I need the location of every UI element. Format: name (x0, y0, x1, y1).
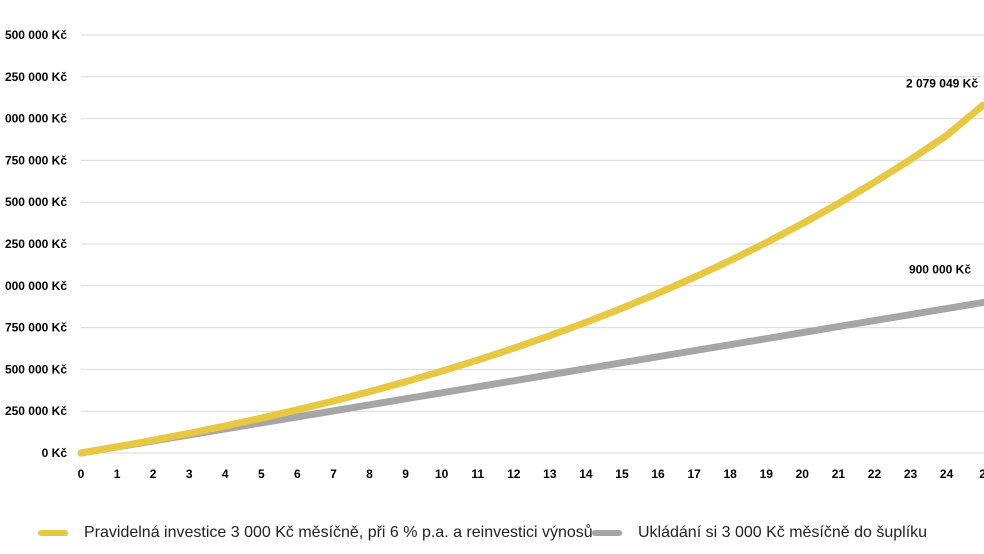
x-axis-tick-labels: 0 1 2 3 4 5 6 7 8 9 10 11 12 13 14 15 16 17 18 19 20 21 22 23 24… (78, 467, 984, 481)
y-tick-label: 750 000 Kč (5, 153, 67, 167)
end-data-label-investment: 2 079 049 Kč (906, 76, 978, 90)
x-tick-label: 9 (402, 467, 409, 481)
x-tick-label: 12 (507, 467, 521, 481)
x-tick-label: 14 (579, 467, 593, 481)
y-tick-label: 250 000 Kč (5, 70, 67, 84)
x-tick-label: 19 (760, 467, 774, 481)
x-tick-label: 24 (940, 467, 954, 481)
legend-swatch-savings (592, 530, 622, 536)
y-tick-label: 000 000 Kč (5, 112, 67, 126)
y-axis-tick-labels: 0 Kč 250 000 Kč 500 000 Kč 750 000 Kč 000 00… (5, 28, 67, 460)
x-tick-label: 6 (294, 467, 301, 481)
x-tick-label: 7 (330, 467, 337, 481)
legend-item-savings[interactable]: Ukládání si 3 000 Kč měsíčně do šuplíku (592, 518, 927, 548)
y-tick-label: 500 000 Kč (5, 195, 67, 209)
y-tick-label: 250 000 Kč (5, 404, 67, 418)
y-tick-label: 750 000 Kč (5, 321, 67, 335)
y-tick-label: 500 000 Kč (5, 28, 67, 42)
x-tick-label: 22 (868, 467, 882, 481)
x-tick-label: 11 (471, 467, 484, 481)
x-tick-label: 16 (651, 467, 665, 481)
x-tick-label: 17 (687, 467, 701, 481)
x-tick-label: 5 (258, 467, 265, 481)
x-tick-label: 13 (543, 467, 557, 481)
legend-swatch-investment (38, 530, 68, 536)
legend-item-investment[interactable]: Pravidelná investice 3 000 Kč měsíčně, p… (38, 518, 593, 548)
y-tick-label: 0 Kč (42, 446, 68, 460)
x-tick-label: 8 (366, 467, 373, 481)
x-tick-label: 2 (150, 467, 157, 481)
y-tick-label: 500 000 Kč (5, 362, 67, 376)
x-tick-label: 3 (186, 467, 193, 481)
x-tick-label: 20 (796, 467, 810, 481)
legend: Pravidelná investice 3 000 Kč měsíčně, p… (0, 518, 984, 548)
end-data-label-savings: 900 000 Kč (909, 263, 971, 277)
data-labels: 2 079 049 Kč 900 000 Kč (906, 76, 978, 276)
y-tick-label: 250 000 Kč (5, 237, 67, 251)
grid-lines (81, 34, 984, 454)
x-tick-label: 2 (979, 467, 984, 481)
legend-label-savings: Ukládání si 3 000 Kč měsíčně do šuplíku (638, 524, 928, 541)
x-tick-label: 4 (222, 467, 229, 481)
x-tick-label: 0 (78, 467, 85, 481)
x-tick-label: 23 (904, 467, 918, 481)
series-line-investment (77, 101, 984, 457)
x-tick-label: 18 (724, 467, 738, 481)
x-tick-label: 21 (832, 467, 846, 481)
series-lines (77, 101, 984, 457)
x-tick-label: 15 (615, 467, 629, 481)
x-tick-label: 10 (435, 467, 449, 481)
y-tick-label: 000 000 Kč (5, 279, 67, 293)
legend-label-investment: Pravidelná investice 3 000 Kč měsíčně, p… (84, 524, 593, 541)
x-tick-label: 1 (114, 467, 121, 481)
